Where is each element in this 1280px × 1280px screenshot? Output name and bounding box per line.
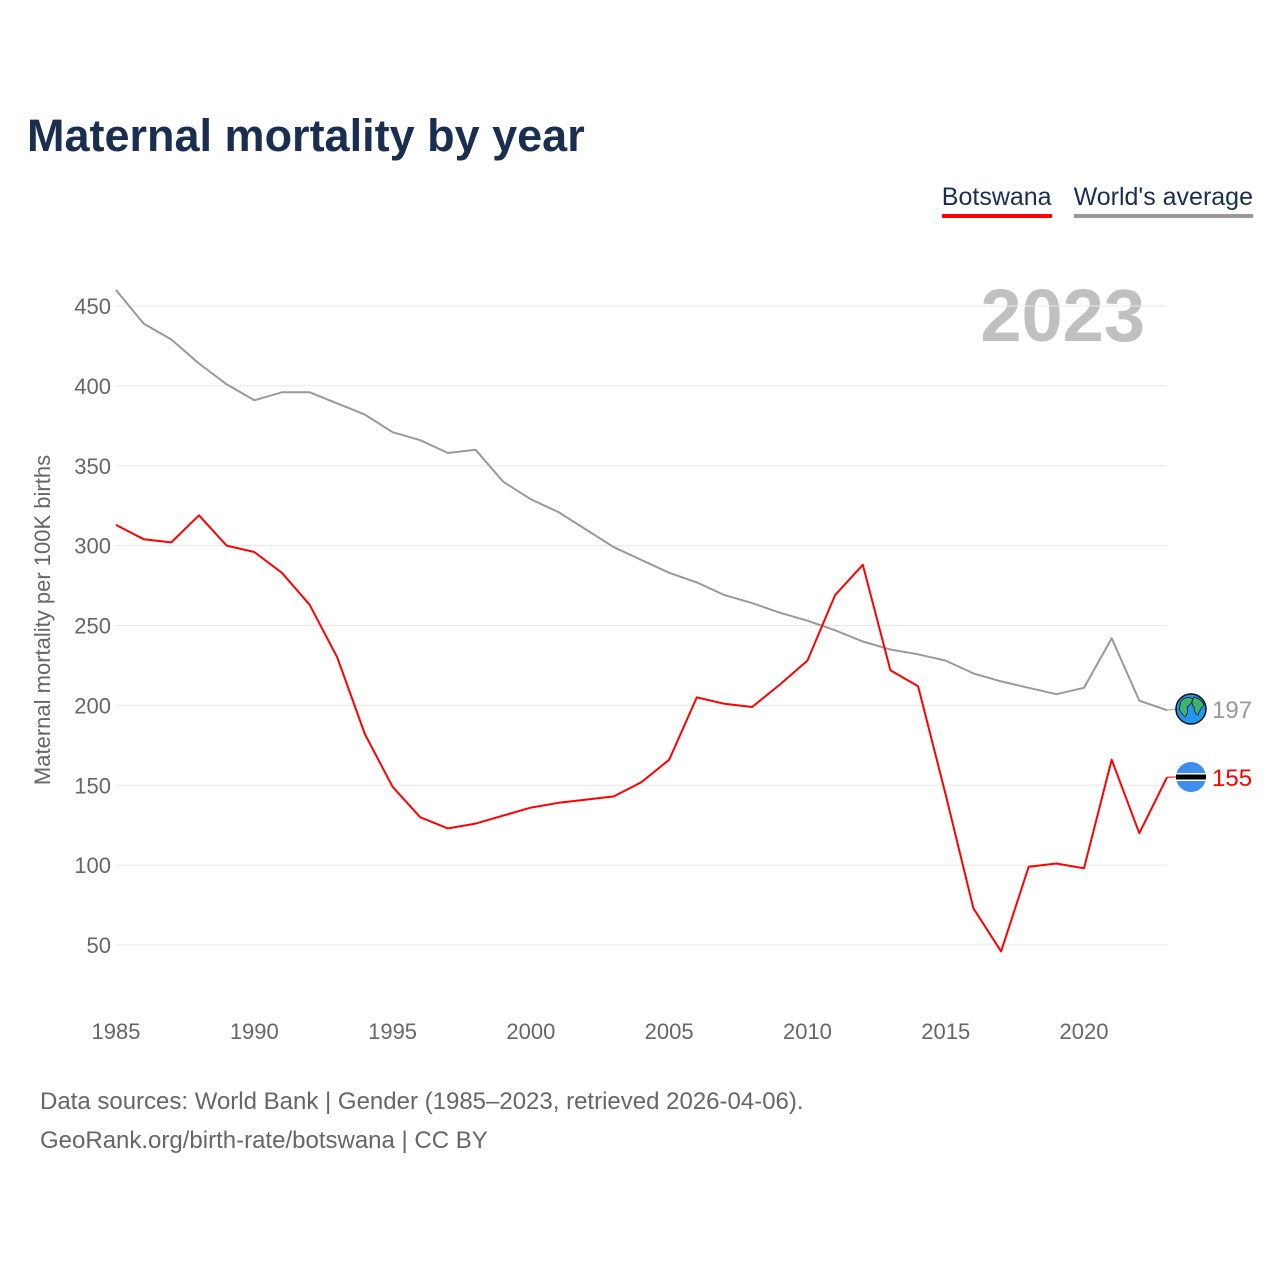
y-tick-label: 200	[74, 693, 111, 718]
end-connector	[1166, 708, 1177, 711]
y-tick-label: 50	[87, 933, 111, 958]
x-tick-label: 1995	[368, 1019, 417, 1044]
globe-land	[1178, 696, 1205, 718]
y-tick-label: 450	[74, 294, 111, 319]
x-tick-label: 2005	[645, 1019, 694, 1044]
flag-black-band	[1176, 774, 1206, 780]
y-tick-label: 250	[74, 614, 111, 639]
footer-credit: GeoRank.org/birth-rate/botswana | CC BY	[40, 1127, 488, 1154]
x-tick-label: 2020	[1060, 1019, 1109, 1044]
series-line-botswana-flag	[115, 514, 1168, 953]
y-tick-label: 300	[74, 534, 111, 559]
end-value-label: 155	[1212, 765, 1252, 792]
legend-botswana[interactable]: Botswana	[941, 183, 1052, 218]
x-tick-label: 1985	[92, 1019, 141, 1044]
x-tick-label: 2010	[783, 1019, 832, 1044]
y-tick-label: 400	[74, 374, 111, 399]
x-tick-label: 2015	[921, 1019, 970, 1044]
y-tick-label: 150	[74, 773, 111, 798]
footer-sources: Data sources: World Bank | Gender (1985–…	[40, 1088, 804, 1115]
y-tick-label: 100	[74, 853, 111, 878]
year-watermark: 2023	[980, 274, 1145, 357]
legend-world[interactable]: World's average	[1073, 183, 1253, 218]
legend: Botswana World's average	[941, 183, 1253, 218]
y-axis-label: Maternal mortality per 100K births	[30, 455, 55, 785]
series-line-globe	[115, 289, 1168, 712]
x-tick-label: 1990	[230, 1019, 279, 1044]
x-tick-label: 2000	[506, 1019, 555, 1044]
y-tick-label: 350	[74, 454, 111, 479]
end-value-label: 197	[1212, 697, 1252, 724]
chart-title: Maternal mortality by year	[27, 110, 585, 161]
